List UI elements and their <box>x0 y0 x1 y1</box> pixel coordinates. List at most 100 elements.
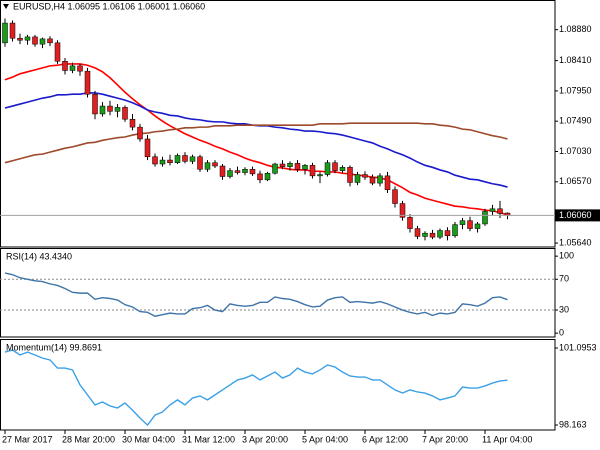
y-tick-label: 100 <box>559 251 574 261</box>
candle-body <box>144 138 151 158</box>
candle-body <box>9 22 16 39</box>
indicator-line <box>4 272 508 317</box>
candle-body <box>474 223 481 229</box>
candle-body <box>272 163 278 174</box>
candle-body <box>347 167 353 183</box>
candle-body <box>84 70 91 95</box>
candle-body <box>219 165 226 177</box>
x-tick-label: 7 Apr 20:00 <box>422 434 468 444</box>
candle-body <box>92 93 98 115</box>
y-tick-label: 101.0953 <box>559 342 597 352</box>
candle-body <box>444 230 451 237</box>
current-price-label: 1.06060 <box>559 210 592 220</box>
candle-body <box>174 155 181 163</box>
current-price-box <box>555 209 600 222</box>
candle-body <box>302 165 308 170</box>
x-tick-label: 5 Apr 04:00 <box>302 434 348 444</box>
candle-body <box>362 174 368 178</box>
candle-body <box>204 162 211 170</box>
candle-body <box>62 61 68 71</box>
y-tick-label: 30 <box>559 304 569 314</box>
candle-body <box>227 170 233 177</box>
y-tick-label: 70 <box>559 274 569 284</box>
y-tick-label: 1.05640 <box>559 237 592 247</box>
indicator-line <box>4 349 508 427</box>
momentum-title: Momentum(14) 99.8691 <box>6 342 102 352</box>
candle-body <box>39 38 46 45</box>
panel-frame <box>0 0 556 248</box>
candle-body <box>152 156 158 165</box>
candle-body <box>77 65 83 72</box>
candle-body <box>212 162 218 167</box>
candle-body <box>369 176 376 184</box>
x-tick-label: 30 Mar 04:00 <box>122 434 175 444</box>
candle-body <box>482 211 488 225</box>
y-tick-label: 0 <box>559 328 564 338</box>
panel-frame <box>0 339 556 431</box>
moving-average <box>4 122 508 164</box>
candle-body <box>384 175 391 190</box>
candle-body <box>287 163 293 167</box>
candle-body <box>317 174 323 177</box>
candle-body <box>309 165 316 177</box>
candle-body <box>377 175 383 184</box>
candle-body <box>339 167 346 171</box>
candle-body <box>47 38 53 44</box>
candle-body <box>489 208 496 212</box>
candle-body <box>54 42 61 62</box>
candle-body <box>279 163 286 167</box>
candle-body <box>257 173 263 181</box>
rsi-title: RSI(14) 43.4340 <box>6 251 72 261</box>
candle-body <box>452 224 458 237</box>
moving-average <box>4 63 508 216</box>
candle-body <box>182 155 188 162</box>
candle-body <box>422 232 428 237</box>
y-tick-label: 1.07950 <box>559 85 592 95</box>
x-tick-label: 27 Mar 2017 <box>2 434 53 444</box>
candle-body <box>122 107 128 120</box>
y-tick-label: 1.07030 <box>559 146 592 156</box>
candle-body <box>437 230 443 238</box>
candle-body <box>234 170 241 173</box>
candle-body <box>354 174 361 183</box>
chart-title: EURUSD,H4 1.06095 1.06106 1.06001 1.0606… <box>13 1 205 11</box>
candle-body <box>24 36 31 41</box>
candle-body <box>159 159 166 165</box>
candle-body <box>459 220 466 225</box>
candle-body <box>69 65 76 71</box>
candle-body <box>324 162 331 175</box>
y-tick-label: 1.08880 <box>559 24 592 34</box>
candle-body <box>197 156 203 170</box>
x-tick-label: 28 Mar 20:00 <box>62 434 115 444</box>
y-tick-label: 1.08410 <box>559 55 592 65</box>
candle-body <box>249 169 256 175</box>
x-tick-label: 31 Mar 12:00 <box>182 434 235 444</box>
panel-frame <box>0 248 556 338</box>
candle-body <box>294 163 301 170</box>
candle-body <box>167 159 173 163</box>
candle-body <box>114 107 121 112</box>
candle-body <box>264 172 271 181</box>
y-tick-label: 1.07490 <box>559 116 592 126</box>
candle-body <box>414 228 421 237</box>
candle-body <box>32 36 38 45</box>
candle-body <box>429 232 436 238</box>
candle-body <box>189 156 196 162</box>
candle-body <box>497 208 503 214</box>
candle-body <box>407 217 413 229</box>
candle-body <box>332 162 338 171</box>
x-tick-label: 11 Apr 04:00 <box>482 434 532 444</box>
candle-body <box>392 189 398 204</box>
candle-body <box>129 118 136 128</box>
y-tick-label: 98.163 <box>559 419 587 429</box>
candle-body <box>242 169 248 173</box>
y-tick-label: 1.06570 <box>559 176 592 186</box>
candle-body <box>399 203 406 218</box>
x-tick-label: 3 Apr 20:00 <box>242 434 288 444</box>
candle-body <box>99 105 106 115</box>
candle-body <box>17 37 23 41</box>
x-tick-label: 6 Apr 12:00 <box>362 434 408 444</box>
